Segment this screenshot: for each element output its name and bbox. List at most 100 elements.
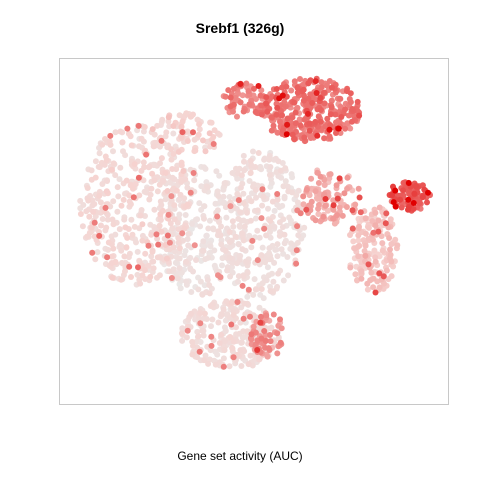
scatter-point	[237, 184, 244, 191]
scatter-point	[375, 228, 382, 235]
scatter-point	[178, 178, 185, 185]
scatter-point	[288, 171, 295, 178]
scatter-point	[289, 131, 296, 138]
scatter-point	[283, 131, 290, 138]
scatter-point	[392, 203, 399, 210]
scatter-point	[158, 137, 165, 144]
scatter-point	[132, 181, 139, 188]
scatter-point	[178, 123, 185, 130]
scatter-point	[235, 273, 242, 280]
scatter-point	[196, 348, 203, 355]
scatter-point	[240, 108, 247, 115]
scatter-point	[137, 280, 144, 287]
scatter-point	[101, 161, 108, 168]
scatter-point	[364, 280, 371, 287]
scatter-point	[201, 310, 208, 317]
scatter-point	[316, 201, 322, 208]
scatter-point	[147, 221, 154, 228]
scatter-point	[300, 97, 307, 104]
scatter-point	[295, 187, 302, 194]
scatter-point	[219, 262, 225, 269]
scatter-point	[372, 289, 379, 296]
scatter-point	[289, 189, 295, 196]
scatter-point	[149, 170, 156, 177]
scatter-point	[279, 224, 286, 231]
scatter-point	[254, 207, 261, 214]
scatter-point	[195, 333, 202, 340]
scatter-point	[240, 200, 247, 206]
scatter-point	[314, 169, 321, 176]
scatter-point	[270, 122, 277, 129]
scatter-point	[191, 177, 198, 184]
scatter-point	[212, 348, 219, 355]
scatter-point	[297, 122, 304, 129]
scatter-point	[279, 127, 286, 134]
scatter-point	[154, 188, 161, 195]
scatter-point	[330, 202, 337, 209]
scatter-point	[206, 356, 213, 363]
scatter-point	[347, 232, 353, 238]
scatter-point	[193, 257, 199, 263]
scatter-point	[145, 242, 152, 249]
scatter-point	[200, 332, 207, 339]
scatter-point	[398, 204, 405, 211]
scatter-point	[294, 84, 301, 91]
scatter-point	[230, 312, 237, 318]
scatter-point	[108, 166, 115, 173]
scatter-point	[229, 344, 236, 351]
scatter-point	[330, 215, 337, 222]
scatter-point	[250, 323, 257, 330]
scatter-point	[197, 310, 204, 317]
scatter-point	[247, 313, 253, 320]
scatter-point	[267, 332, 273, 338]
scatter-point	[275, 270, 282, 277]
scatter-point	[266, 172, 273, 178]
scatter-point	[150, 143, 157, 150]
scatter-point	[355, 185, 362, 192]
scatter-point	[152, 226, 159, 233]
scatter-point	[149, 248, 156, 255]
scatter-point	[150, 265, 157, 272]
scatter-point	[214, 213, 221, 220]
scatter-point	[147, 273, 154, 280]
scatter-point	[222, 327, 229, 334]
scatter-point	[209, 316, 216, 323]
scatter-point	[274, 350, 281, 357]
scatter-point	[79, 223, 86, 230]
scatter-point	[206, 130, 213, 137]
scatter-point	[307, 77, 314, 84]
scatter-point	[134, 248, 141, 255]
scatter-point	[112, 259, 119, 266]
scatter-point	[247, 169, 254, 176]
scatter-point	[267, 217, 274, 224]
scatter-point	[336, 175, 343, 182]
scatter-point	[164, 188, 171, 194]
scatter-point	[278, 246, 285, 253]
scatter-point	[169, 225, 176, 232]
scatter-point	[274, 201, 281, 208]
scatter-point	[294, 223, 301, 230]
scatter-point	[208, 342, 215, 349]
scatter-point	[227, 103, 234, 110]
scatter-point	[227, 94, 234, 101]
scatter-point	[312, 118, 319, 125]
scatter-point	[230, 85, 237, 92]
scatter-point	[267, 288, 274, 295]
scatter-point	[129, 231, 136, 238]
scatter-point	[294, 199, 301, 206]
scatter-point	[342, 106, 349, 113]
scatter-point	[201, 215, 207, 222]
scatter-point	[191, 242, 198, 249]
scatter-point	[369, 218, 376, 225]
scatter-point	[176, 255, 183, 262]
scatter-point	[259, 202, 266, 209]
scatter-point	[300, 86, 307, 93]
scatter-point	[240, 273, 247, 280]
scatter-point	[244, 269, 251, 276]
scatter-point	[175, 239, 182, 246]
scatter-point	[258, 286, 265, 292]
scatter-point	[230, 223, 237, 230]
scatter-point	[226, 239, 233, 246]
scatter-point	[320, 213, 327, 220]
scatter-point	[362, 242, 369, 249]
